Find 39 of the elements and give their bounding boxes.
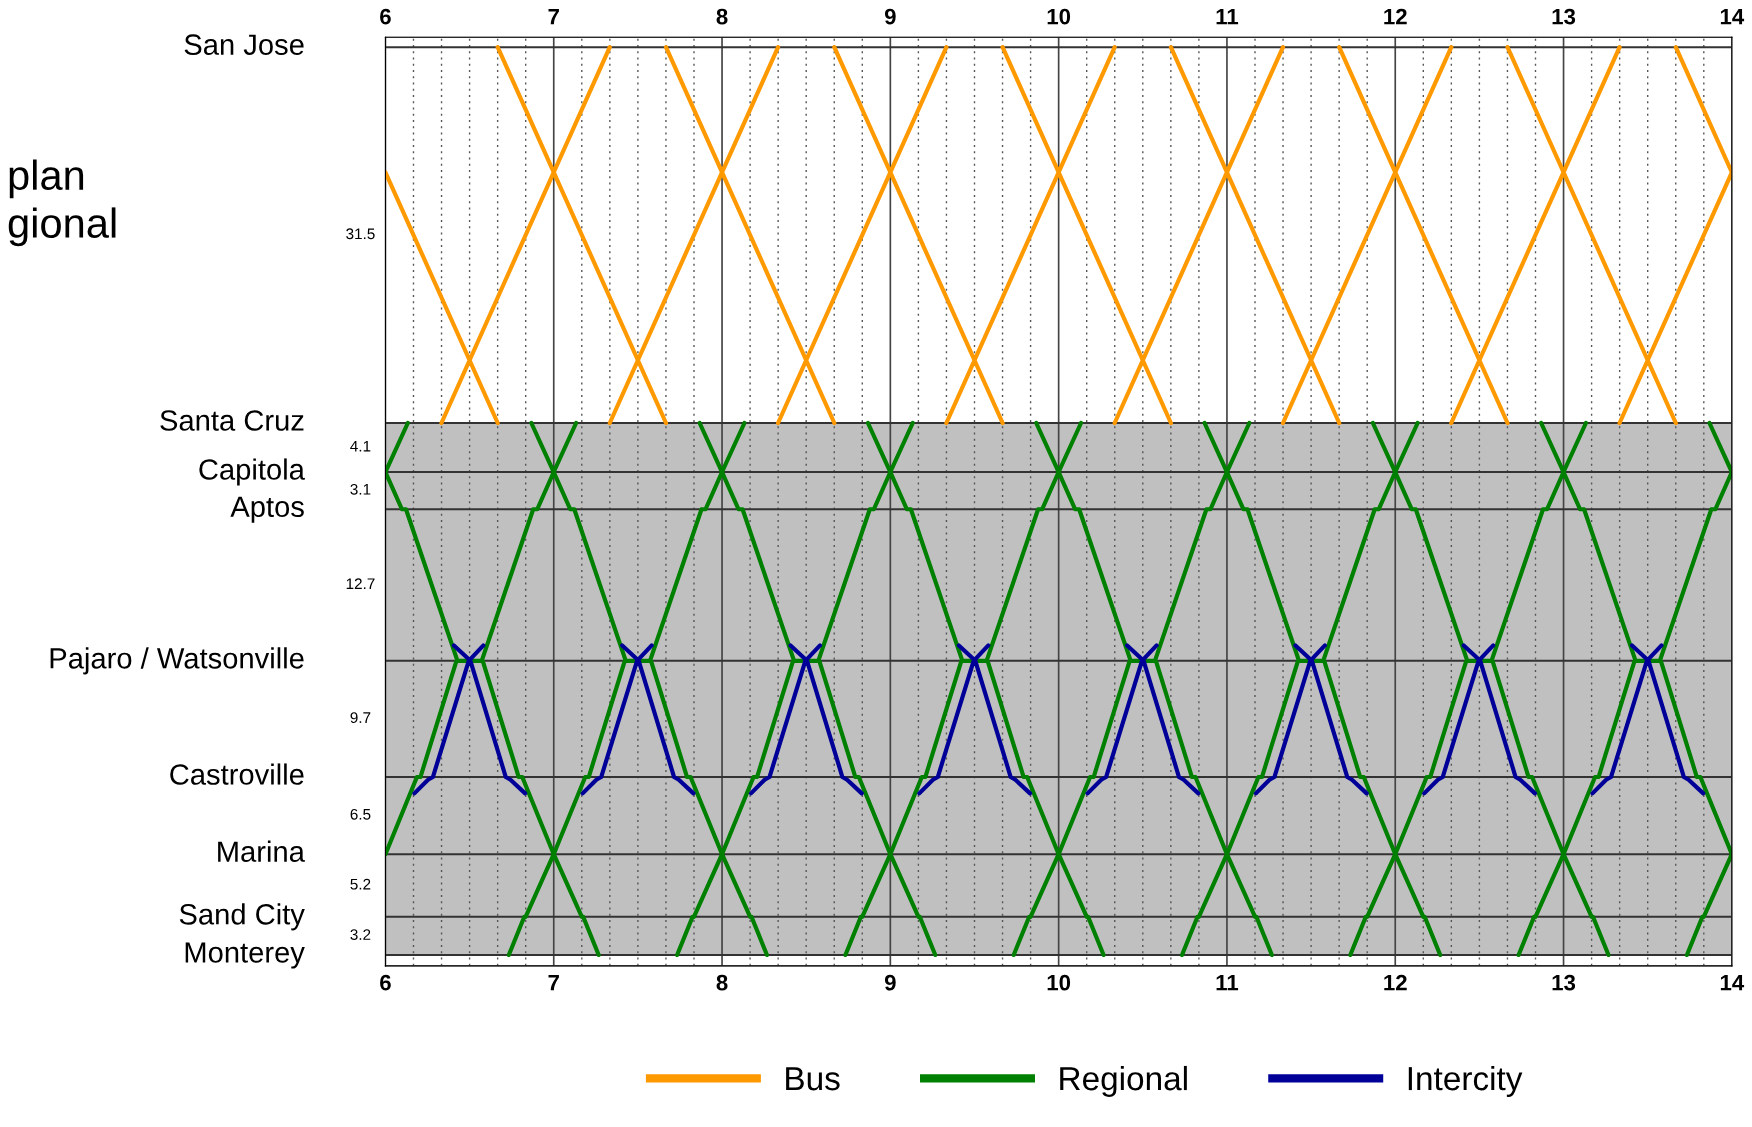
x2-tick-label: 8 (716, 8, 728, 25)
x-tick-label: 14 (1720, 974, 1745, 991)
ref-line-label: Castroville (170, 763, 304, 785)
legend-label: Bus (786, 1067, 840, 1091)
text: 3.1 (350, 483, 371, 495)
ref-line-label: Pajaro / Watsonville (50, 647, 304, 675)
text: 9.7 (350, 712, 371, 724)
x-tick-label: 8 (716, 974, 728, 991)
ref-line-label: Capitola (199, 458, 305, 486)
x2-tick-label: 7 (548, 8, 559, 25)
x2-tick-label: 11 (1216, 8, 1239, 25)
x-tick-label: 7 (548, 974, 559, 991)
ref-line-label: Aptos (230, 496, 304, 523)
text: 12.7 (346, 578, 375, 589)
x-tick-label: 12 (1384, 974, 1407, 991)
text: 3.2 (350, 929, 371, 940)
ref-line-label: Sand City (179, 903, 305, 931)
text: plan gional (8, 159, 116, 247)
ref-line-label: San Jose (184, 34, 304, 56)
text: 5.2 (350, 878, 371, 890)
text: 31.5 (346, 228, 375, 240)
x2-tick-label: 9 (884, 8, 896, 25)
x2-tick-label: 10 (1047, 8, 1071, 25)
x2-tick-label: 6 (380, 8, 391, 25)
x-tick-label: 13 (1552, 974, 1576, 991)
ref-line-label: Marina (218, 840, 305, 863)
x-tick-label: 9 (884, 974, 896, 991)
ref-line-label: Santa Cruz (160, 410, 304, 431)
x-tick-label: 6 (380, 974, 391, 991)
x-tick-label: 10 (1047, 974, 1071, 991)
x2-tick-label: 12 (1384, 8, 1407, 25)
text: 6.5 (350, 808, 371, 820)
text: 4.1 (350, 440, 371, 452)
x-tick-label: 11 (1216, 974, 1239, 991)
x2-tick-label: 14 (1720, 8, 1745, 25)
legend-label: Intercity (1408, 1065, 1523, 1097)
ref-line-label: Monterey (185, 942, 305, 969)
legend-label: Regional (1060, 1065, 1187, 1097)
x2-tick-label: 13 (1552, 8, 1576, 25)
